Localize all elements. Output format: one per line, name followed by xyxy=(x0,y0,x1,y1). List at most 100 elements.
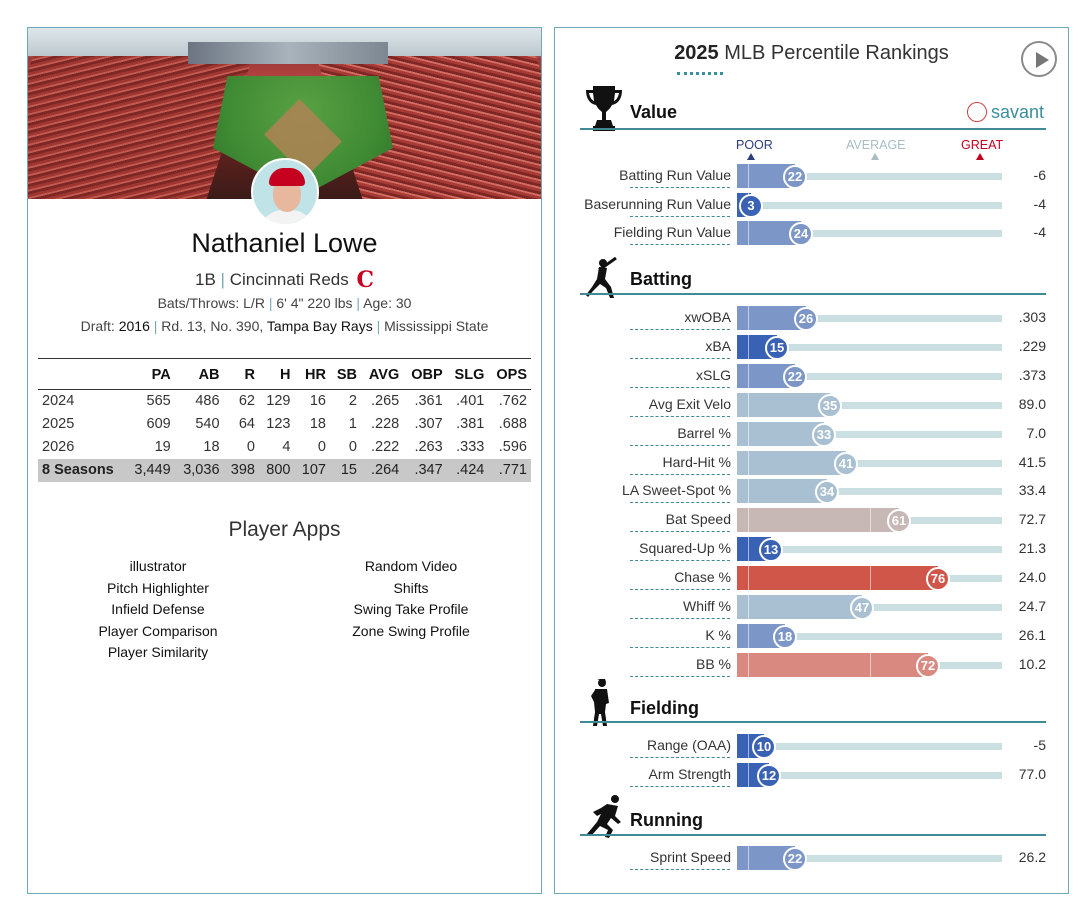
percentile-bubble: 22 xyxy=(783,847,807,871)
metric-row[interactable]: Fielding Run Value 24 -4 xyxy=(580,221,1046,246)
metric-label: Arm Strength xyxy=(648,766,731,782)
player-app-link[interactable]: Infield Defense xyxy=(111,601,205,617)
stats-total-cell: 3,036 xyxy=(174,458,224,482)
section-batting: Batting xyxy=(580,257,1046,301)
metric-divider xyxy=(630,531,730,533)
metric-row[interactable]: Bat Speed 61 72.7 xyxy=(580,508,1046,534)
stats-cell: 64 xyxy=(238,416,255,432)
stats-season[interactable]: 2024 xyxy=(42,393,75,410)
metric-row[interactable]: Avg Exit Velo 35 89.0 xyxy=(580,392,1046,418)
metric-row[interactable]: xwOBA 26 .303 xyxy=(580,306,1046,331)
percentile-bubble: 33 xyxy=(812,422,836,447)
percentile-track xyxy=(737,315,1002,322)
player-app-link[interactable]: Swing Take Profile xyxy=(353,601,469,617)
batter-icon xyxy=(586,257,617,298)
metric-label: Avg Exit Velo xyxy=(648,395,731,412)
savant-logo[interactable]: savant xyxy=(966,102,1044,123)
player-app-link[interactable]: Shifts xyxy=(393,579,429,596)
draft-team[interactable]: Tampa Bay Rays xyxy=(266,318,373,334)
player-app-link[interactable]: Zone Swing Profile xyxy=(352,622,470,639)
stats-total-label: 8 Seasons xyxy=(38,458,126,482)
metric-label: Fielding Run Value xyxy=(613,224,731,240)
scale-great: GREAT xyxy=(961,138,1003,160)
bats-throws: Bats/Throws: L/R xyxy=(157,295,265,311)
metric-divider xyxy=(630,502,730,504)
section-value-label: Value xyxy=(630,102,678,122)
metric-label: Batting Run Value xyxy=(619,167,731,183)
player-app-link[interactable]: Random Video xyxy=(364,558,458,574)
percentile-bubble: 35 xyxy=(818,393,842,418)
percentile-bubble: 18 xyxy=(773,624,797,649)
metric-row[interactable]: xSLG 22 .373 xyxy=(580,363,1046,389)
metric-row[interactable]: LA Sweet-Spot % 34 33.4 xyxy=(580,479,1046,505)
metric-divider xyxy=(630,560,730,562)
stats-header-cell: PA xyxy=(125,358,175,390)
metric-row[interactable]: Sprint Speed 22 26.2 xyxy=(580,846,1046,871)
rankings-year[interactable]: 2025 xyxy=(674,42,719,64)
metric-row[interactable]: Chase % 76 24.0 xyxy=(580,566,1046,592)
draft-year[interactable]: 2016 xyxy=(118,318,150,334)
stats-cell: 18 xyxy=(309,416,326,432)
metric-row[interactable]: Baserunning Run Value 3 -4 xyxy=(580,192,1046,218)
stats-cell: 62 xyxy=(238,393,255,410)
metric-row[interactable]: Whiff % 47 24.7 xyxy=(580,595,1046,620)
metric-row[interactable]: xBA 15 .229 xyxy=(580,334,1046,360)
player-app-link[interactable]: illustrator xyxy=(129,558,187,574)
metric-label: Chase % xyxy=(674,569,731,586)
stats-total-cell: 3,449 xyxy=(125,458,175,482)
stats-season[interactable]: 2026 xyxy=(42,439,75,455)
metric-row[interactable]: Batting Run Value 22 -6 xyxy=(580,164,1046,189)
metric-row[interactable]: Hard-Hit % 41 41.5 xyxy=(580,450,1046,476)
stats-header-cell: H xyxy=(259,358,295,390)
player-name: Nathaniel Lowe xyxy=(191,228,378,258)
stats-total-cell: .424 xyxy=(446,458,489,482)
metric-row[interactable]: BB % 72 10.2 xyxy=(580,652,1046,678)
metric-row[interactable]: Squared-Up % 13 21.3 xyxy=(580,537,1046,563)
metric-value: 72.7 xyxy=(1018,511,1046,528)
percentile-bubble: 24 xyxy=(789,222,813,246)
section-running-label: Running xyxy=(630,810,703,830)
percentile-track xyxy=(737,430,1002,438)
stats-header-cell: OBP xyxy=(403,358,447,390)
stats-cell: .381 xyxy=(456,416,485,432)
metric-value: 7.0 xyxy=(1026,424,1046,441)
stats-cell: .263 xyxy=(414,439,443,455)
stats-total-row: 8 Seasons 3,449 3,036 398 800 107 15.264.347.4… xyxy=(38,458,531,482)
percentile-bubble: 26 xyxy=(794,307,818,331)
play-button[interactable] xyxy=(1021,41,1057,77)
section-fielding: Fielding xyxy=(580,678,1046,726)
metric-value: 89.0 xyxy=(1018,395,1046,412)
stats-cell: 123 xyxy=(266,416,291,432)
metric-label: LA Sweet-Spot % xyxy=(622,482,731,499)
percentile-bubble: 34 xyxy=(815,480,839,505)
metric-row[interactable]: Barrel % 33 7.0 xyxy=(580,421,1046,447)
metric-row[interactable]: K % 18 26.1 xyxy=(580,623,1046,649)
percentile-track xyxy=(737,488,1002,496)
percentile-bar xyxy=(737,595,862,619)
metric-value: 24.7 xyxy=(1018,598,1046,614)
stats-season[interactable]: 2025 xyxy=(42,416,75,432)
metric-divider xyxy=(630,473,730,475)
team-name[interactable]: Cincinnati Reds xyxy=(229,270,349,289)
metric-row[interactable]: Arm Strength 12 77.0 xyxy=(580,763,1046,788)
percentile-bubble: 10 xyxy=(752,735,776,759)
player-app-link[interactable]: Pitch Highlighter xyxy=(107,579,209,596)
metric-row[interactable]: Range (OAA) 10 -5 xyxy=(580,734,1046,759)
stats-header-cell: SLG xyxy=(446,358,489,390)
metric-label: xBA xyxy=(705,337,731,354)
metric-divider xyxy=(630,757,730,758)
stats-table: PA AB R H HR SB AVG OBP SLG OPS 2024 565 486 62 129 16… xyxy=(38,358,531,482)
scale-average: AVERAGE xyxy=(846,138,906,160)
stats-cell: .222 xyxy=(371,439,400,455)
year-dropdown-underline xyxy=(677,72,723,75)
percentile-bar xyxy=(737,652,928,677)
metric-label: xSLG xyxy=(695,366,731,383)
player-app-link[interactable]: Player Similarity xyxy=(107,644,209,660)
stats-cell: 2 xyxy=(348,393,357,410)
player-app-link[interactable]: Player Comparison xyxy=(98,622,218,639)
stats-cell: 0 xyxy=(246,439,255,455)
stats-header-cell: HR xyxy=(294,358,330,390)
stats-cell: .762 xyxy=(498,393,527,410)
stats-total-cell: 15 xyxy=(329,458,361,482)
stats-cell: 1 xyxy=(348,416,357,432)
